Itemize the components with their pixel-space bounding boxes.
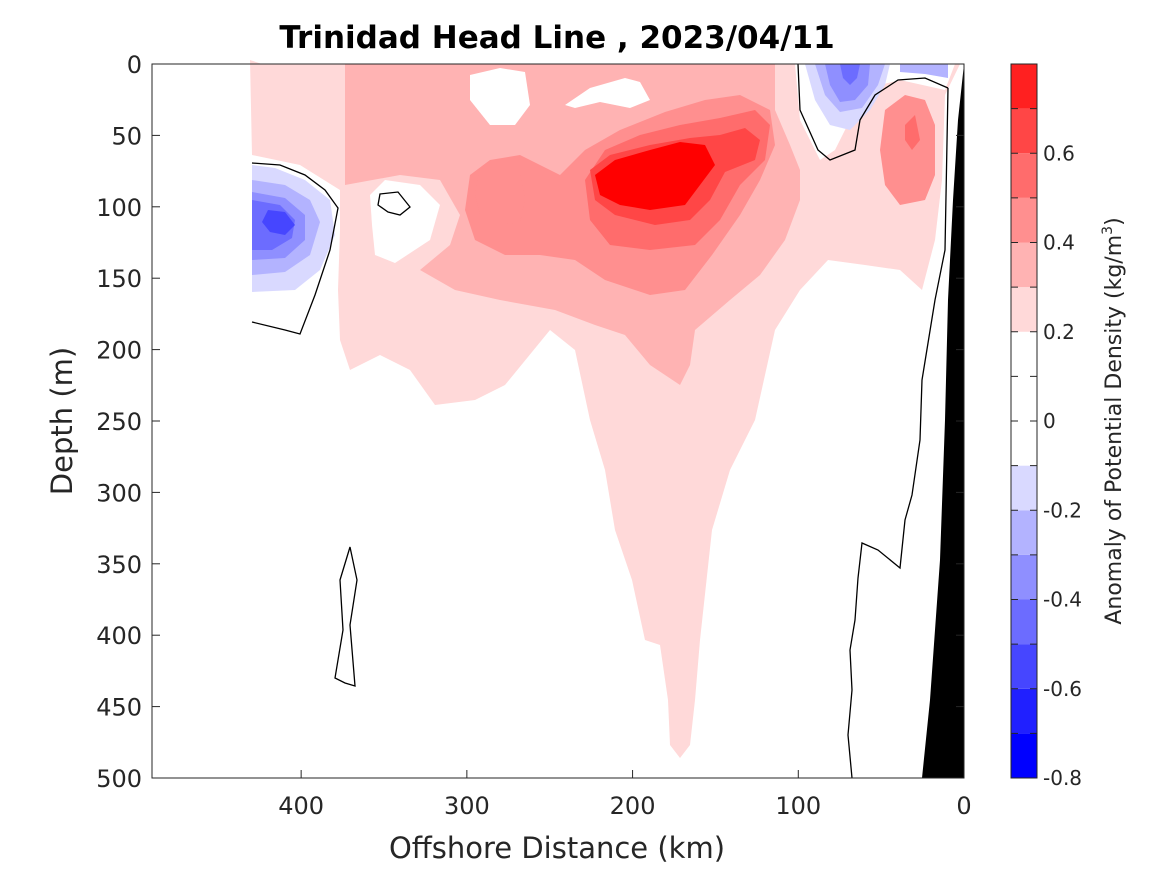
y-tick-label: 50 xyxy=(111,122,142,150)
y-tick-label: 450 xyxy=(96,694,142,722)
y-tick-label: 250 xyxy=(96,408,142,436)
contour-fill-nearshore-lobe xyxy=(880,95,935,205)
y-axis: 0 50 100 150 200 250 300 350 400 450 500 xyxy=(96,51,964,793)
colorbar-tick-label: -0.2 xyxy=(1043,498,1082,522)
x-tick-label: 400 xyxy=(278,792,324,820)
colorbar-swatch xyxy=(1011,108,1037,154)
y-tick-label: 400 xyxy=(96,622,142,650)
colorbar-swatch xyxy=(1011,465,1037,511)
white-gap-3 xyxy=(370,180,440,263)
colorbar-swatch xyxy=(1011,153,1037,198)
colorbar-swatch xyxy=(1011,64,1037,109)
x-axis: 400 300 200 100 0 xyxy=(278,770,972,820)
colorbar-tick-label: 0.2 xyxy=(1043,320,1075,344)
plot-area xyxy=(151,60,965,779)
colorbar-swatch xyxy=(1011,331,1037,377)
contour-fill-0.8 xyxy=(595,142,715,210)
x-tick-label: 300 xyxy=(444,792,490,820)
x-tick-label: 0 xyxy=(956,792,971,820)
colorbar-tick-label: -0.8 xyxy=(1043,766,1082,790)
colorbar-tick-label: -0.4 xyxy=(1043,588,1082,612)
colorbar-swatch xyxy=(1011,554,1037,600)
colorbar-tick-label: 0.6 xyxy=(1043,141,1075,165)
bathymetry xyxy=(922,64,964,778)
contour-fill-surf-neg-corner xyxy=(900,64,948,78)
contour-fill-neg-0.6 xyxy=(262,210,295,235)
contour-fill-surf-neg-0.3 xyxy=(825,64,870,102)
colorbar-frame xyxy=(1010,63,1038,779)
colorbar-swatch xyxy=(1011,242,1037,288)
colorbar-swatch xyxy=(1011,688,1037,734)
colorbar-swatch xyxy=(1011,510,1037,555)
y-tick-label: 300 xyxy=(96,479,142,507)
x-tick-label: 200 xyxy=(610,792,656,820)
chart-title: Trinidad Head Line , 2023/04/11 xyxy=(279,20,834,56)
colorbar-tick-label: -0.6 xyxy=(1043,677,1082,701)
zero-contours xyxy=(251,63,949,779)
colorbar-swatch xyxy=(1011,733,1037,778)
colorbar-swatch xyxy=(1011,197,1037,243)
white-gap-1 xyxy=(470,68,530,125)
y-tick-label: 150 xyxy=(96,265,142,293)
y-tick-label: 200 xyxy=(96,337,142,365)
y-tick-label: 0 xyxy=(127,51,142,79)
colorbar-tick-label: 0 xyxy=(1043,409,1056,433)
contour-fill-west-lobe xyxy=(475,160,525,225)
y-tick-label: 100 xyxy=(96,194,142,222)
colorbar-label-superscript: 3 xyxy=(1100,226,1116,235)
y-tick-label: 500 xyxy=(96,765,142,793)
y-tick-label: 350 xyxy=(96,551,142,579)
contour-fill-surf-neg-0.4 xyxy=(840,64,860,85)
white-gap-2 xyxy=(565,78,650,108)
colorbar-label: Anomaly of Potential Density (kg/m3) xyxy=(1100,217,1127,624)
colorbar: -0.8 -0.6 -0.4 -0.2 0 0.2 0.4 0.6 xyxy=(1010,63,1082,790)
contour-fill-nearshore-lobe-2 xyxy=(905,115,920,150)
colorbar-tick-label: 0.4 xyxy=(1043,231,1075,255)
y-axis-label: Depth (m) xyxy=(45,347,79,495)
colorbar-swatch xyxy=(1011,599,1037,645)
colorbar-swatch xyxy=(1011,287,1037,332)
x-axis-label: Offshore Distance (km) xyxy=(389,831,725,865)
x-tick-label: 100 xyxy=(775,792,821,820)
colorbar-swatch xyxy=(1011,644,1037,689)
